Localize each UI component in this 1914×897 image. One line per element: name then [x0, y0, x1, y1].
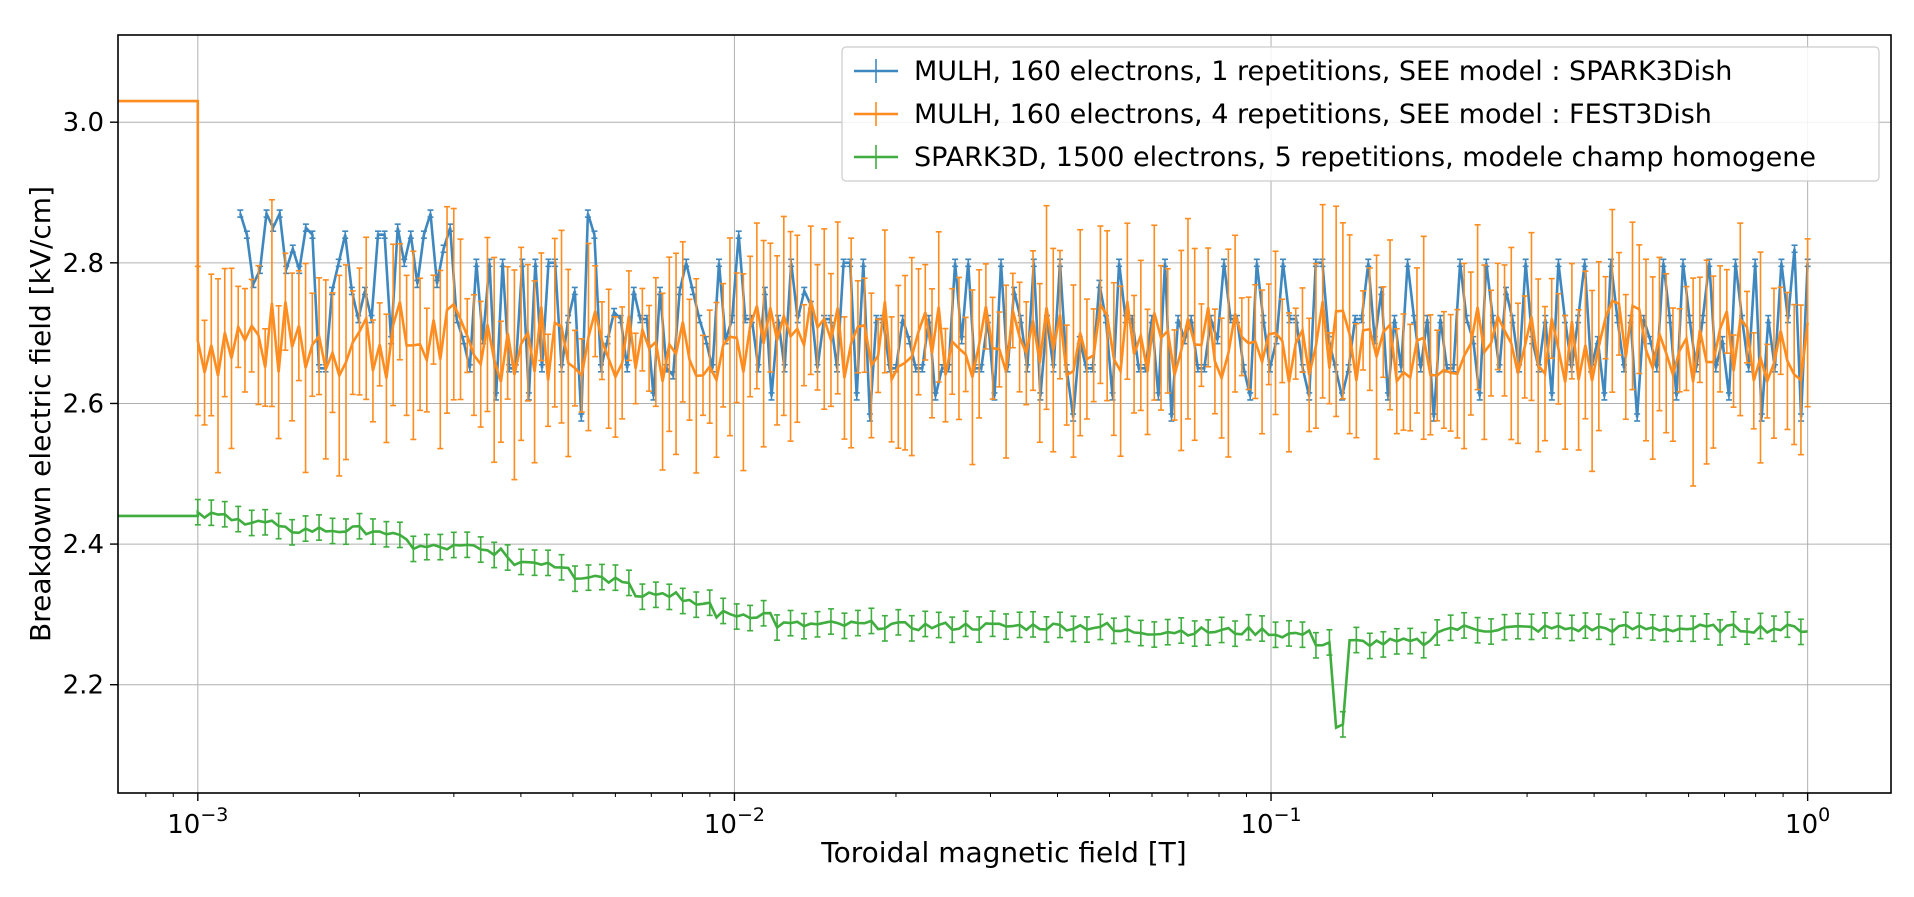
legend-label: SPARK3D, 1500 electrons, 5 repetitions, … — [914, 142, 1816, 173]
legend-item: MULH, 160 electrons, 1 repetitions, SEE … — [854, 56, 1732, 87]
x-tick-label: 10−1 — [1240, 804, 1301, 840]
x-tick-label: 10−2 — [704, 804, 765, 840]
series-2 — [118, 99, 1811, 487]
series-line — [118, 509, 1808, 730]
axis-layer: 10−3 10−2 10−1 100 2.2 2.4 2.6 2.8 3.0 — [63, 108, 1831, 840]
y-tick-label: 2.2 — [63, 671, 104, 701]
series-3 — [118, 498, 1808, 738]
series-line — [239, 208, 1809, 418]
legend-item: MULH, 160 electrons, 4 repetitions, SEE … — [854, 99, 1712, 130]
x-tick-label: 100 — [1785, 804, 1830, 840]
legend-label: MULH, 160 electrons, 1 repetitions, SEE … — [914, 56, 1732, 87]
plot-frame — [117, 34, 1892, 794]
legend: MULH, 160 electrons, 1 repetitions, SEE … — [841, 46, 1880, 182]
legend-item: SPARK3D, 1500 electrons, 5 repetitions, … — [854, 142, 1816, 173]
y-axis-label: Breakdown electric field [kV/cm] — [24, 186, 57, 642]
x-tick-label: 10−3 — [167, 804, 228, 840]
y-tick-label: 3.0 — [63, 108, 104, 138]
y-tick-label: 2.6 — [63, 389, 104, 419]
y-tick-label: 2.4 — [63, 530, 104, 560]
legend-box — [841, 46, 1880, 182]
x-axis-label: Toroidal magnetic field [T] — [820, 836, 1186, 869]
series-line — [118, 99, 1809, 386]
series-layer — [118, 99, 1811, 738]
y-tick-label: 2.8 — [63, 249, 104, 279]
legend-label: MULH, 160 electrons, 4 repetitions, SEE … — [914, 99, 1712, 130]
